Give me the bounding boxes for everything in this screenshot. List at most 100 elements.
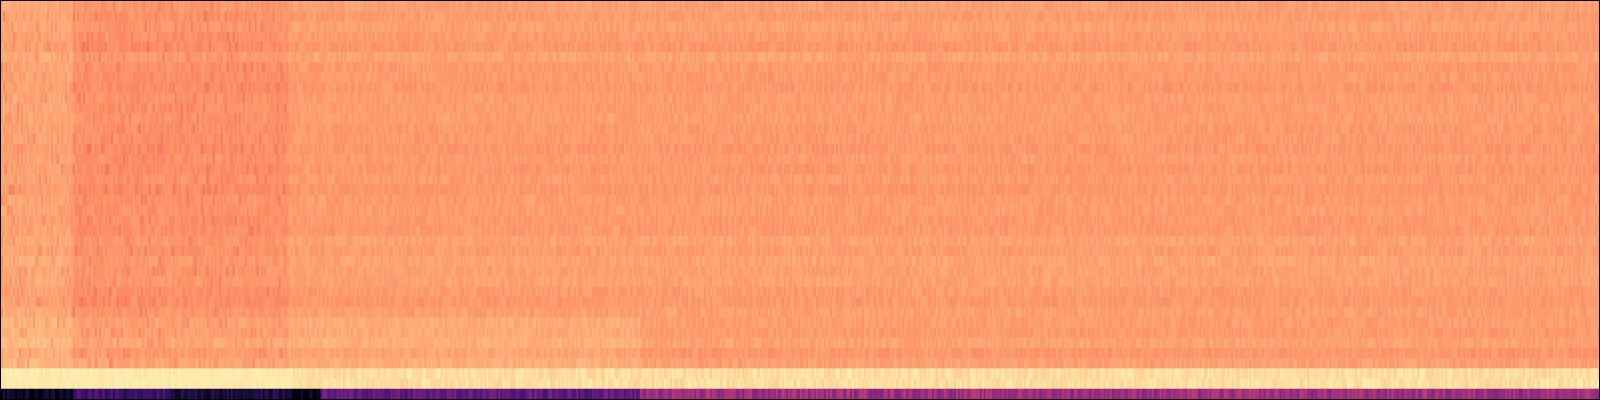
heatmap-cell [1445,11,1448,23]
heatmap-cell [648,21,651,33]
heatmap-cell [334,21,338,33]
heatmap-cell [1185,11,1189,23]
heatmap-cell [314,11,318,23]
heatmap-cell [1321,1,1324,12]
heatmap-cell [220,1,224,12]
heatmap-cell [226,1,230,12]
heatmap-cell [1371,11,1374,23]
heatmap-cell [358,21,362,33]
heatmap-cell [494,1,497,12]
heatmap-cell [28,21,32,33]
heatmap-cell [158,1,162,12]
heatmap-cell [320,11,324,23]
heatmap-cell [594,11,597,23]
heatmap-cell [400,1,404,12]
heatmap-cell [472,11,476,23]
heatmap-cell [967,11,971,23]
heatmap-cell [1591,11,1594,23]
heatmap-cell [300,11,304,23]
heatmap-cell [142,21,146,33]
heatmap-cell [1149,1,1153,12]
heatmap-cell [953,1,957,12]
heatmap-cell [1185,1,1189,12]
heatmap-cell [1591,1,1594,12]
heatmap-cell [873,1,877,12]
heatmap-cell [1243,1,1247,12]
heatmap-cell [1,11,4,23]
heatmap-cell [760,11,763,23]
heatmap-cell [418,11,422,23]
heatmap-cell [174,21,178,33]
heatmap-cell [1121,11,1125,23]
heatmap-cell [86,1,90,12]
heatmap-cell [1519,11,1522,23]
heatmap-cell [680,11,683,23]
heatmap-cell [590,11,593,23]
heatmap-cell [342,21,346,33]
heatmap-cell [282,1,286,12]
heatmap-cell [482,1,485,12]
heatmap-cell [534,1,537,12]
heatmap-cell [915,11,919,23]
heatmap-cell [176,21,180,33]
heatmap-cell [58,11,62,23]
heatmap-cell [1355,11,1358,23]
heatmap-cell [398,11,402,23]
heatmap-cell [382,1,386,12]
heatmap-cell [813,11,817,23]
heatmap-cell [1123,1,1127,12]
heatmap-cell [146,1,150,12]
heatmap-cell [839,1,843,12]
heatmap-cell [1395,11,1398,23]
heatmap-cell [396,1,400,12]
heatmap-cell [430,21,434,33]
heatmap-cell [1475,11,1478,23]
heatmap-cell [1571,11,1574,23]
heatmap-cell [388,11,392,23]
heatmap-cell [1567,11,1570,23]
heatmap-cell [740,1,743,12]
heatmap-cell [1249,11,1253,23]
heatmap-cell [40,21,44,33]
heatmap-cell [626,21,629,33]
heatmap-cell [588,21,591,33]
heatmap-cell [160,21,164,33]
heatmap-cell [100,1,104,12]
heatmap-cell [84,21,88,33]
heatmap-cell [662,11,665,23]
heatmap-cell [268,1,272,12]
heatmap-cell [1121,1,1125,12]
heatmap-cell [977,1,981,12]
heatmap-cell [724,1,727,12]
heatmap-cell [646,21,649,33]
heatmap-cell [112,1,116,12]
heatmap-cell [923,11,927,23]
heatmap-cell [1267,11,1271,23]
heatmap-cell [1317,1,1320,12]
heatmap-cell [1197,11,1201,23]
heatmap-cell [1283,11,1286,23]
heatmap-cell [1585,11,1588,23]
heatmap-cell [124,11,128,23]
heatmap-cell [58,21,62,33]
heatmap-cell [903,1,907,12]
heatmap-cell [456,11,460,23]
heatmap-cell [658,1,661,12]
heatmap-cell [1223,11,1227,23]
heatmap-cell [452,21,456,33]
heatmap-cell [620,11,623,23]
heatmap-cell [764,1,767,12]
heatmap-cell [1523,11,1526,23]
heatmap-cell [24,21,28,33]
heatmap-cell [124,21,128,33]
heatmap-cell [310,1,314,12]
heatmap-cell [294,21,298,33]
heatmap-cell [20,21,24,33]
heatmap-cell [692,1,695,12]
heatmap-cell [618,11,621,23]
heatmap-cell [1165,1,1169,12]
heatmap-cell [148,21,152,33]
heatmap-cell [1531,11,1534,23]
heatmap-cell [1021,1,1025,12]
heatmap-cell [1549,1,1552,12]
